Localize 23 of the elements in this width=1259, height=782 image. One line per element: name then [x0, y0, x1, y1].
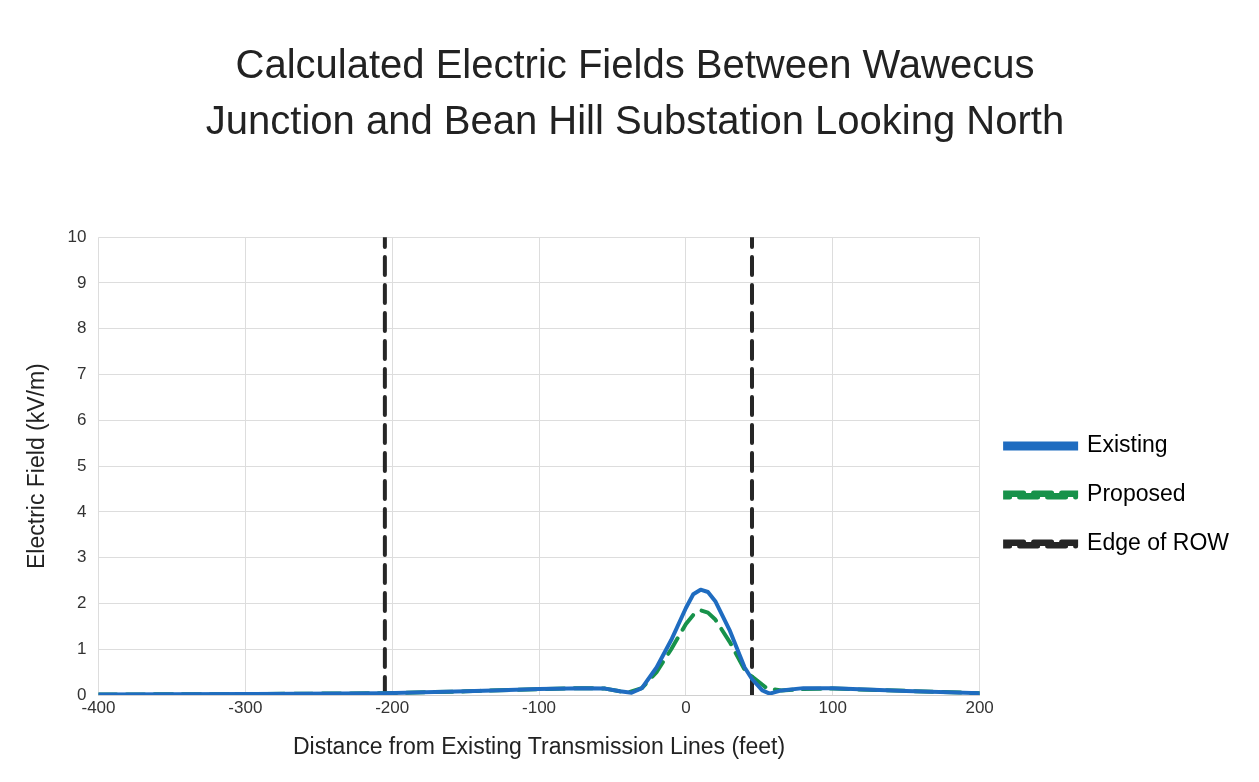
- legend-label: Existing: [1087, 431, 1168, 458]
- y-tick-label: 8: [77, 318, 87, 338]
- y-axis-title: Electric Field (kV/m): [23, 363, 50, 569]
- y-tick-label: 5: [77, 455, 87, 475]
- x-tick-label: -300: [228, 697, 263, 717]
- y-tick-label: 6: [77, 410, 87, 430]
- y-tick-label: 4: [77, 501, 87, 521]
- legend-label: Edge of ROW: [1087, 529, 1230, 556]
- y-tick-label: 2: [77, 593, 87, 613]
- x-tick-label: 200: [965, 697, 994, 717]
- x-tick-label: -200: [375, 697, 410, 717]
- chart-title: Calculated Electric Fields Between Wawecus Junction and Bean Hill Substation Looking North: [204, 41, 1066, 144]
- legend-label: Proposed: [1087, 480, 1186, 507]
- x-axis-title: Distance from Existing Transmission Lines (feet): [293, 732, 786, 759]
- y-tick-label: 3: [77, 547, 87, 567]
- x-tick-label: -100: [522, 697, 557, 717]
- y-tick-label: 0: [77, 684, 87, 704]
- y-tick-label: 10: [67, 226, 87, 246]
- x-tick-label: 0: [681, 697, 691, 717]
- y-tick-label: 1: [77, 638, 87, 658]
- y-tick-label: 7: [77, 364, 87, 384]
- x-tick-label: 100: [818, 697, 847, 717]
- y-tick-label: 9: [77, 272, 87, 292]
